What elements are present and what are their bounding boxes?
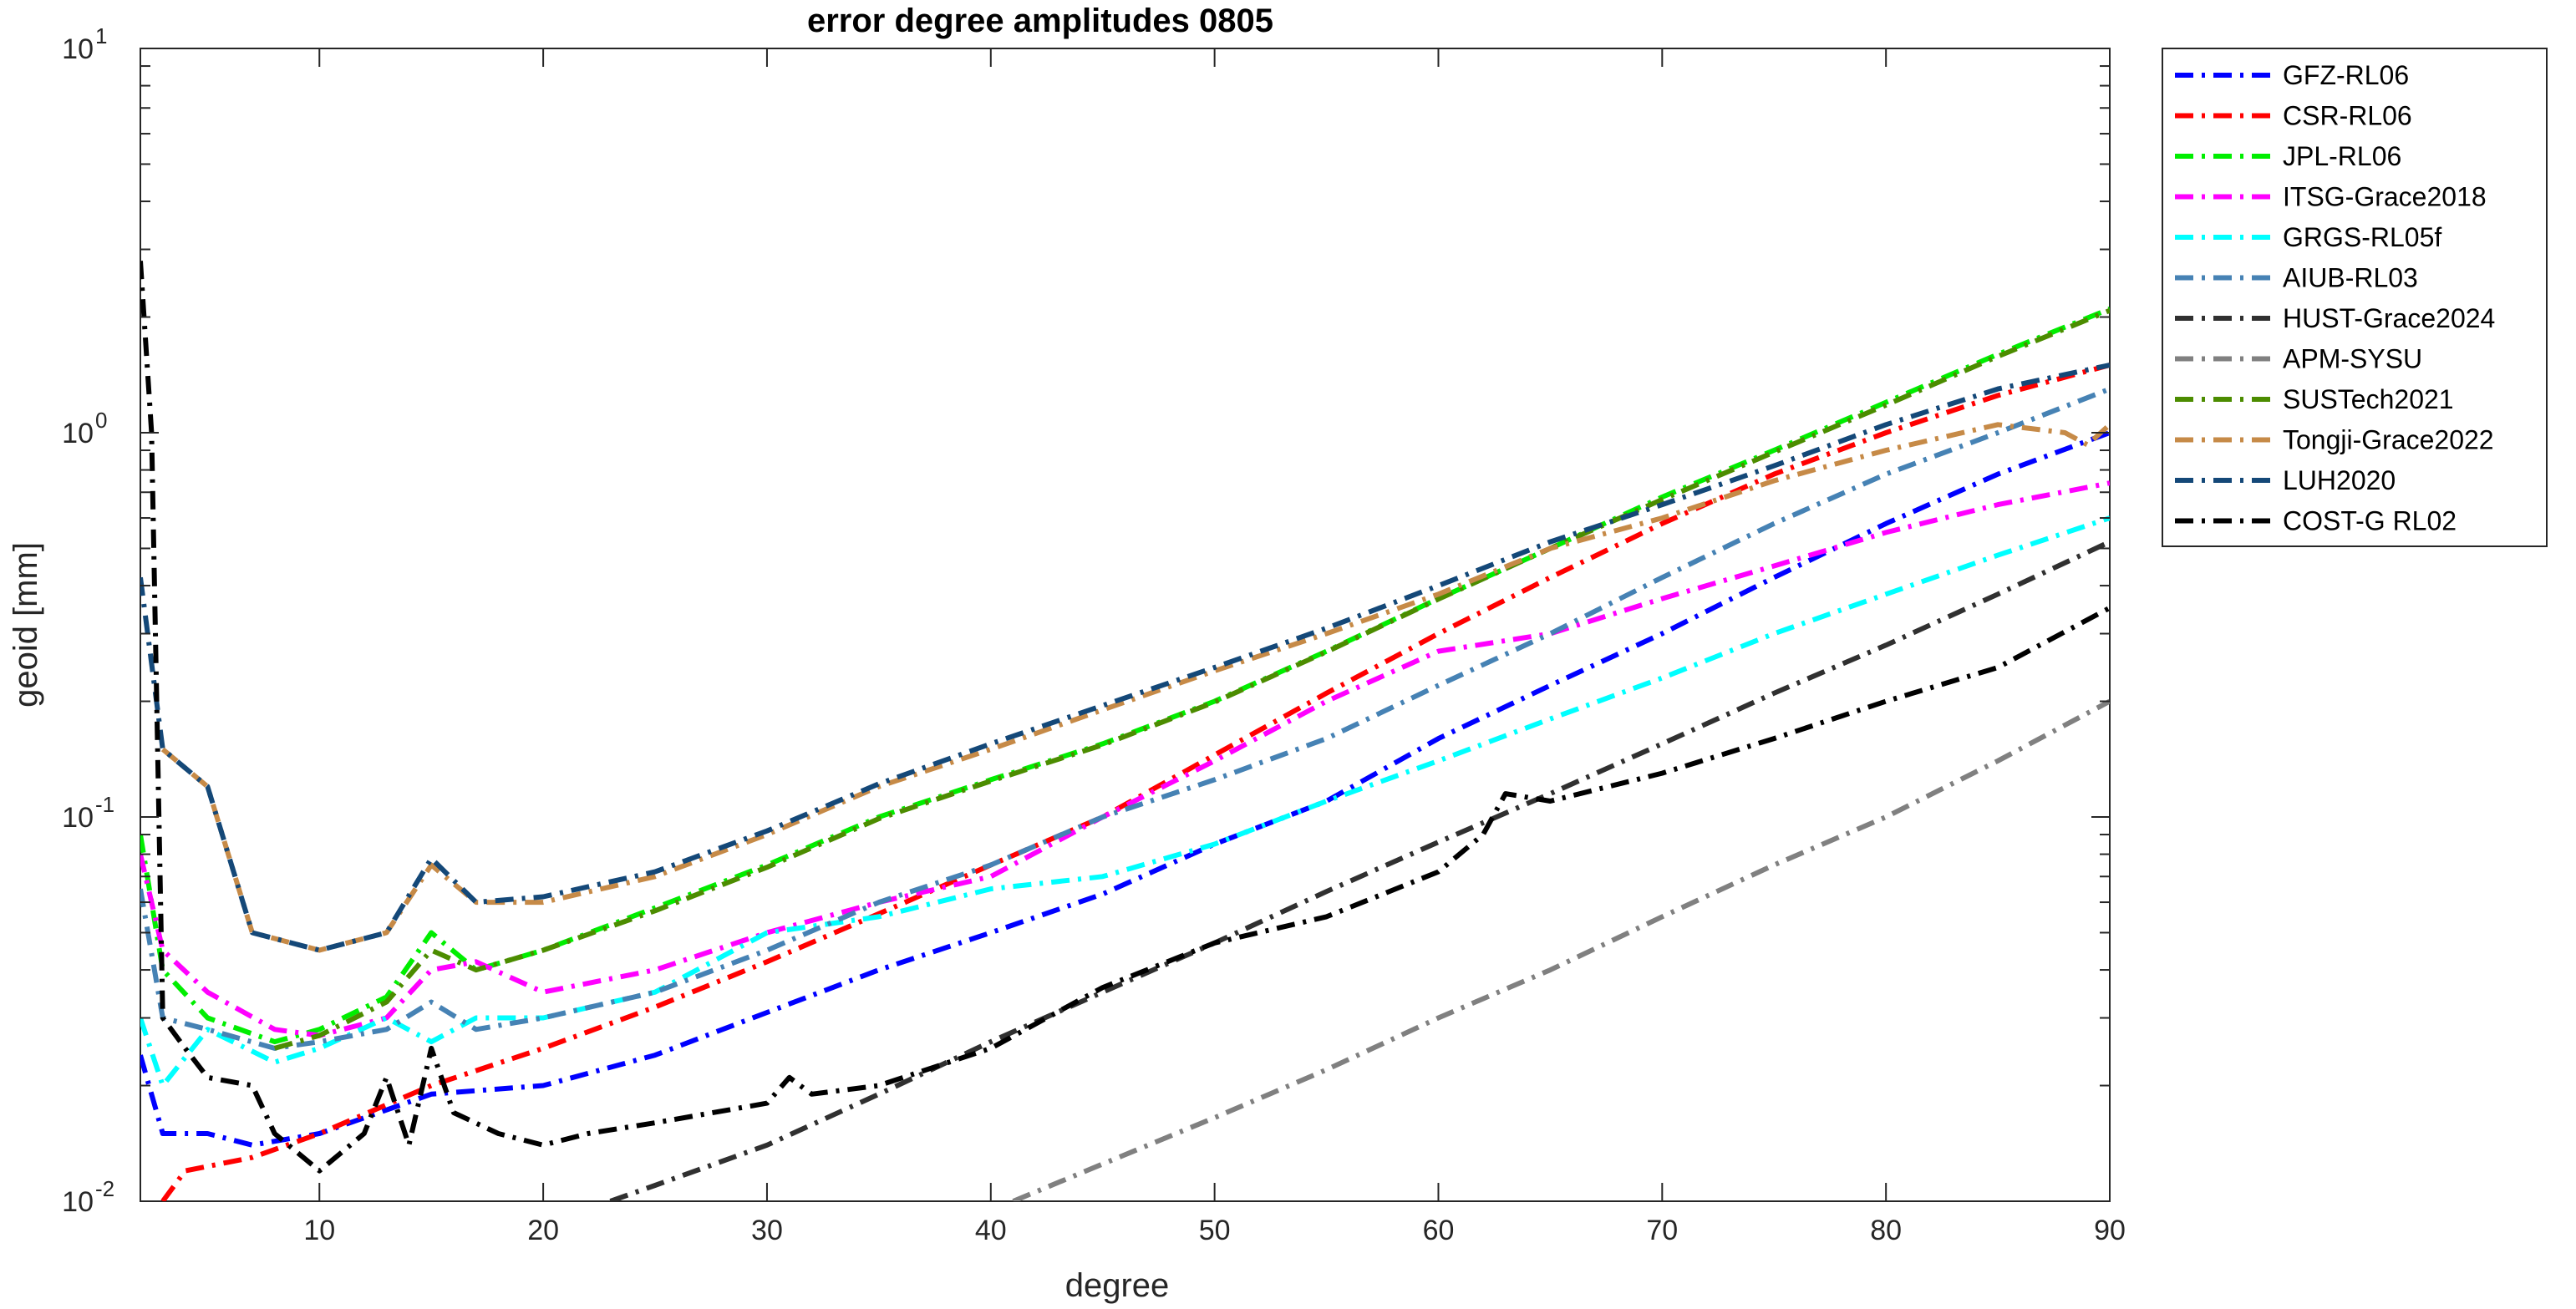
legend-entry-label: LUH2020 (2283, 465, 2396, 495)
series-line-5 (140, 386, 2110, 1051)
x-tick-label: 40 (975, 1215, 1007, 1246)
y-tick-label: 10 (62, 802, 94, 834)
legend-entry-label: ITSG-Grace2018 (2283, 182, 2487, 212)
series-line-10 (140, 363, 2110, 953)
series-line-1 (160, 363, 2110, 1201)
x-tick-label: 30 (751, 1215, 783, 1246)
series-line-0 (140, 430, 2110, 1148)
legend-entry-label: COST-G RL02 (2283, 506, 2457, 536)
legend-entry-label: JPL-RL06 (2283, 141, 2401, 171)
series-line-11 (140, 261, 2110, 1174)
y-tick-label: 10 (62, 418, 94, 449)
series-layer (140, 261, 2110, 1201)
y-tick-label: 10 (62, 1186, 94, 1218)
y-tick-label: 10 (62, 33, 94, 65)
plot-area (140, 48, 2111, 1202)
x-tick-label: 10 (303, 1215, 335, 1246)
x-tick-label: 80 (1870, 1215, 1902, 1246)
y-tick-exponent: -2 (95, 1176, 114, 1201)
chart-title: error degree amplitudes 0805 (807, 3, 1273, 39)
x-tick-label: 20 (527, 1215, 559, 1246)
x-tick-label: 90 (2094, 1215, 2126, 1246)
legend-entry-label: GRGS-RL05f (2283, 222, 2441, 252)
legend-entry-label: Tongji-Grace2022 (2283, 425, 2494, 455)
x-axis-label: degree (1065, 1267, 1170, 1304)
legend-entry-label: HUST-Grace2024 (2283, 303, 2495, 333)
series-line-8 (273, 307, 2110, 1051)
legend-entry-label: AIUB-RL03 (2283, 263, 2418, 293)
y-tick-exponent: -1 (95, 792, 114, 817)
x-tick-label: 60 (1423, 1215, 1455, 1246)
x-tick-label: 50 (1199, 1215, 1231, 1246)
series-line-9 (160, 422, 2110, 953)
legend-entry-label: CSR-RL06 (2283, 101, 2412, 131)
y-axis-label: geoid [mm] (8, 542, 44, 708)
legend-box (2162, 48, 2548, 547)
y-tick-exponent: 0 (95, 408, 107, 433)
legend: GFZ-RL06 CSR-RL06 JPL-RL06 ITSG-Grace2018 GR… (2162, 48, 2548, 547)
legend-entry-label: GFZ-RL06 (2283, 60, 2409, 90)
series-line-6 (609, 539, 2110, 1201)
legend-entry-label: SUSTech2021 (2283, 384, 2454, 414)
series-line-7 (1012, 698, 2110, 1201)
y-tick-exponent: 1 (95, 23, 107, 48)
x-tick-label: 70 (1646, 1215, 1678, 1246)
legend-entry-label: APM-SYSU (2283, 344, 2422, 374)
series-line-4 (140, 515, 2110, 1088)
